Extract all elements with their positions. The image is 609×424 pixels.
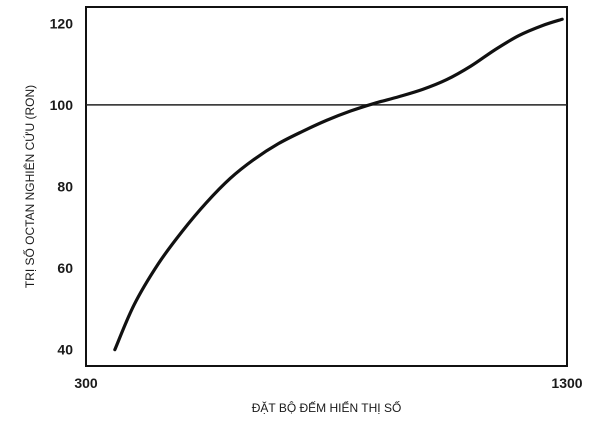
y-tick-label-80: 80 [57, 179, 73, 195]
plot-frame [85, 6, 568, 367]
y-tick-label-100: 100 [50, 97, 74, 113]
y-tick-label-40: 40 [57, 342, 73, 358]
x-tick-label-300: 300 [74, 375, 98, 391]
y-tick-label-60: 60 [57, 260, 73, 276]
x-axis-label: ĐẶT BỘ ĐẾM HIỂN THỊ SỐ [252, 400, 402, 415]
y-tick-labels: 40 60 80 100 120 [50, 15, 74, 357]
x-tick-label-1300: 1300 [551, 375, 582, 391]
plot-frame-group [85, 6, 568, 367]
y-tick-label-120: 120 [50, 15, 74, 31]
series-group [113, 17, 564, 352]
series-line-0 [113, 17, 564, 352]
x-tick-labels: 300 1300 [74, 375, 582, 391]
y-axis-label: TRỊ SỐ OCTAN NGHIÊN CỨU (RON) [22, 85, 37, 288]
